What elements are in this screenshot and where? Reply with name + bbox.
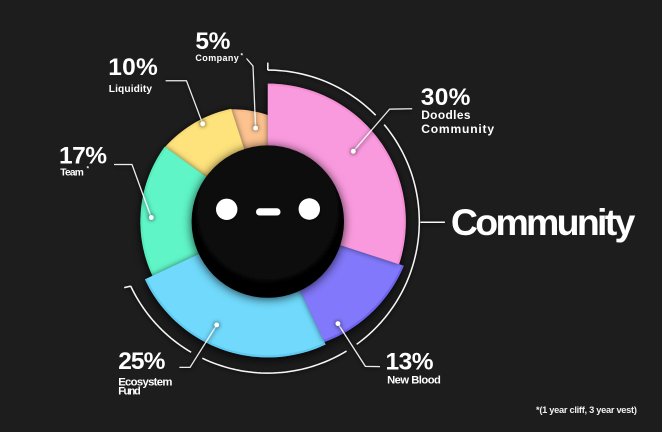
svg-text:10%: 10%	[108, 54, 158, 81]
svg-text:Fund: Fund	[118, 386, 140, 398]
svg-text:5%: 5%	[195, 28, 230, 55]
svg-text:*: *	[87, 166, 90, 173]
svg-text:17%: 17%	[59, 143, 107, 170]
svg-text:Doodles: Doodles	[421, 108, 471, 122]
svg-text:13%: 13%	[386, 348, 434, 375]
svg-text:New Blood: New Blood	[387, 374, 441, 386]
svg-text:*(1 year cliff, 3 year vest): *(1 year cliff, 3 year vest)	[536, 405, 637, 415]
svg-text:25%: 25%	[118, 348, 165, 375]
svg-text:Community: Community	[451, 201, 636, 243]
svg-text:Community: Community	[421, 122, 495, 136]
svg-text:Liquidity: Liquidity	[109, 84, 153, 95]
svg-text:*: *	[241, 52, 244, 59]
svg-text:Company: Company	[195, 53, 239, 63]
svg-text:30%: 30%	[421, 84, 471, 111]
svg-text:Ecosystem: Ecosystem	[118, 376, 172, 388]
svg-text:Team: Team	[60, 168, 83, 179]
